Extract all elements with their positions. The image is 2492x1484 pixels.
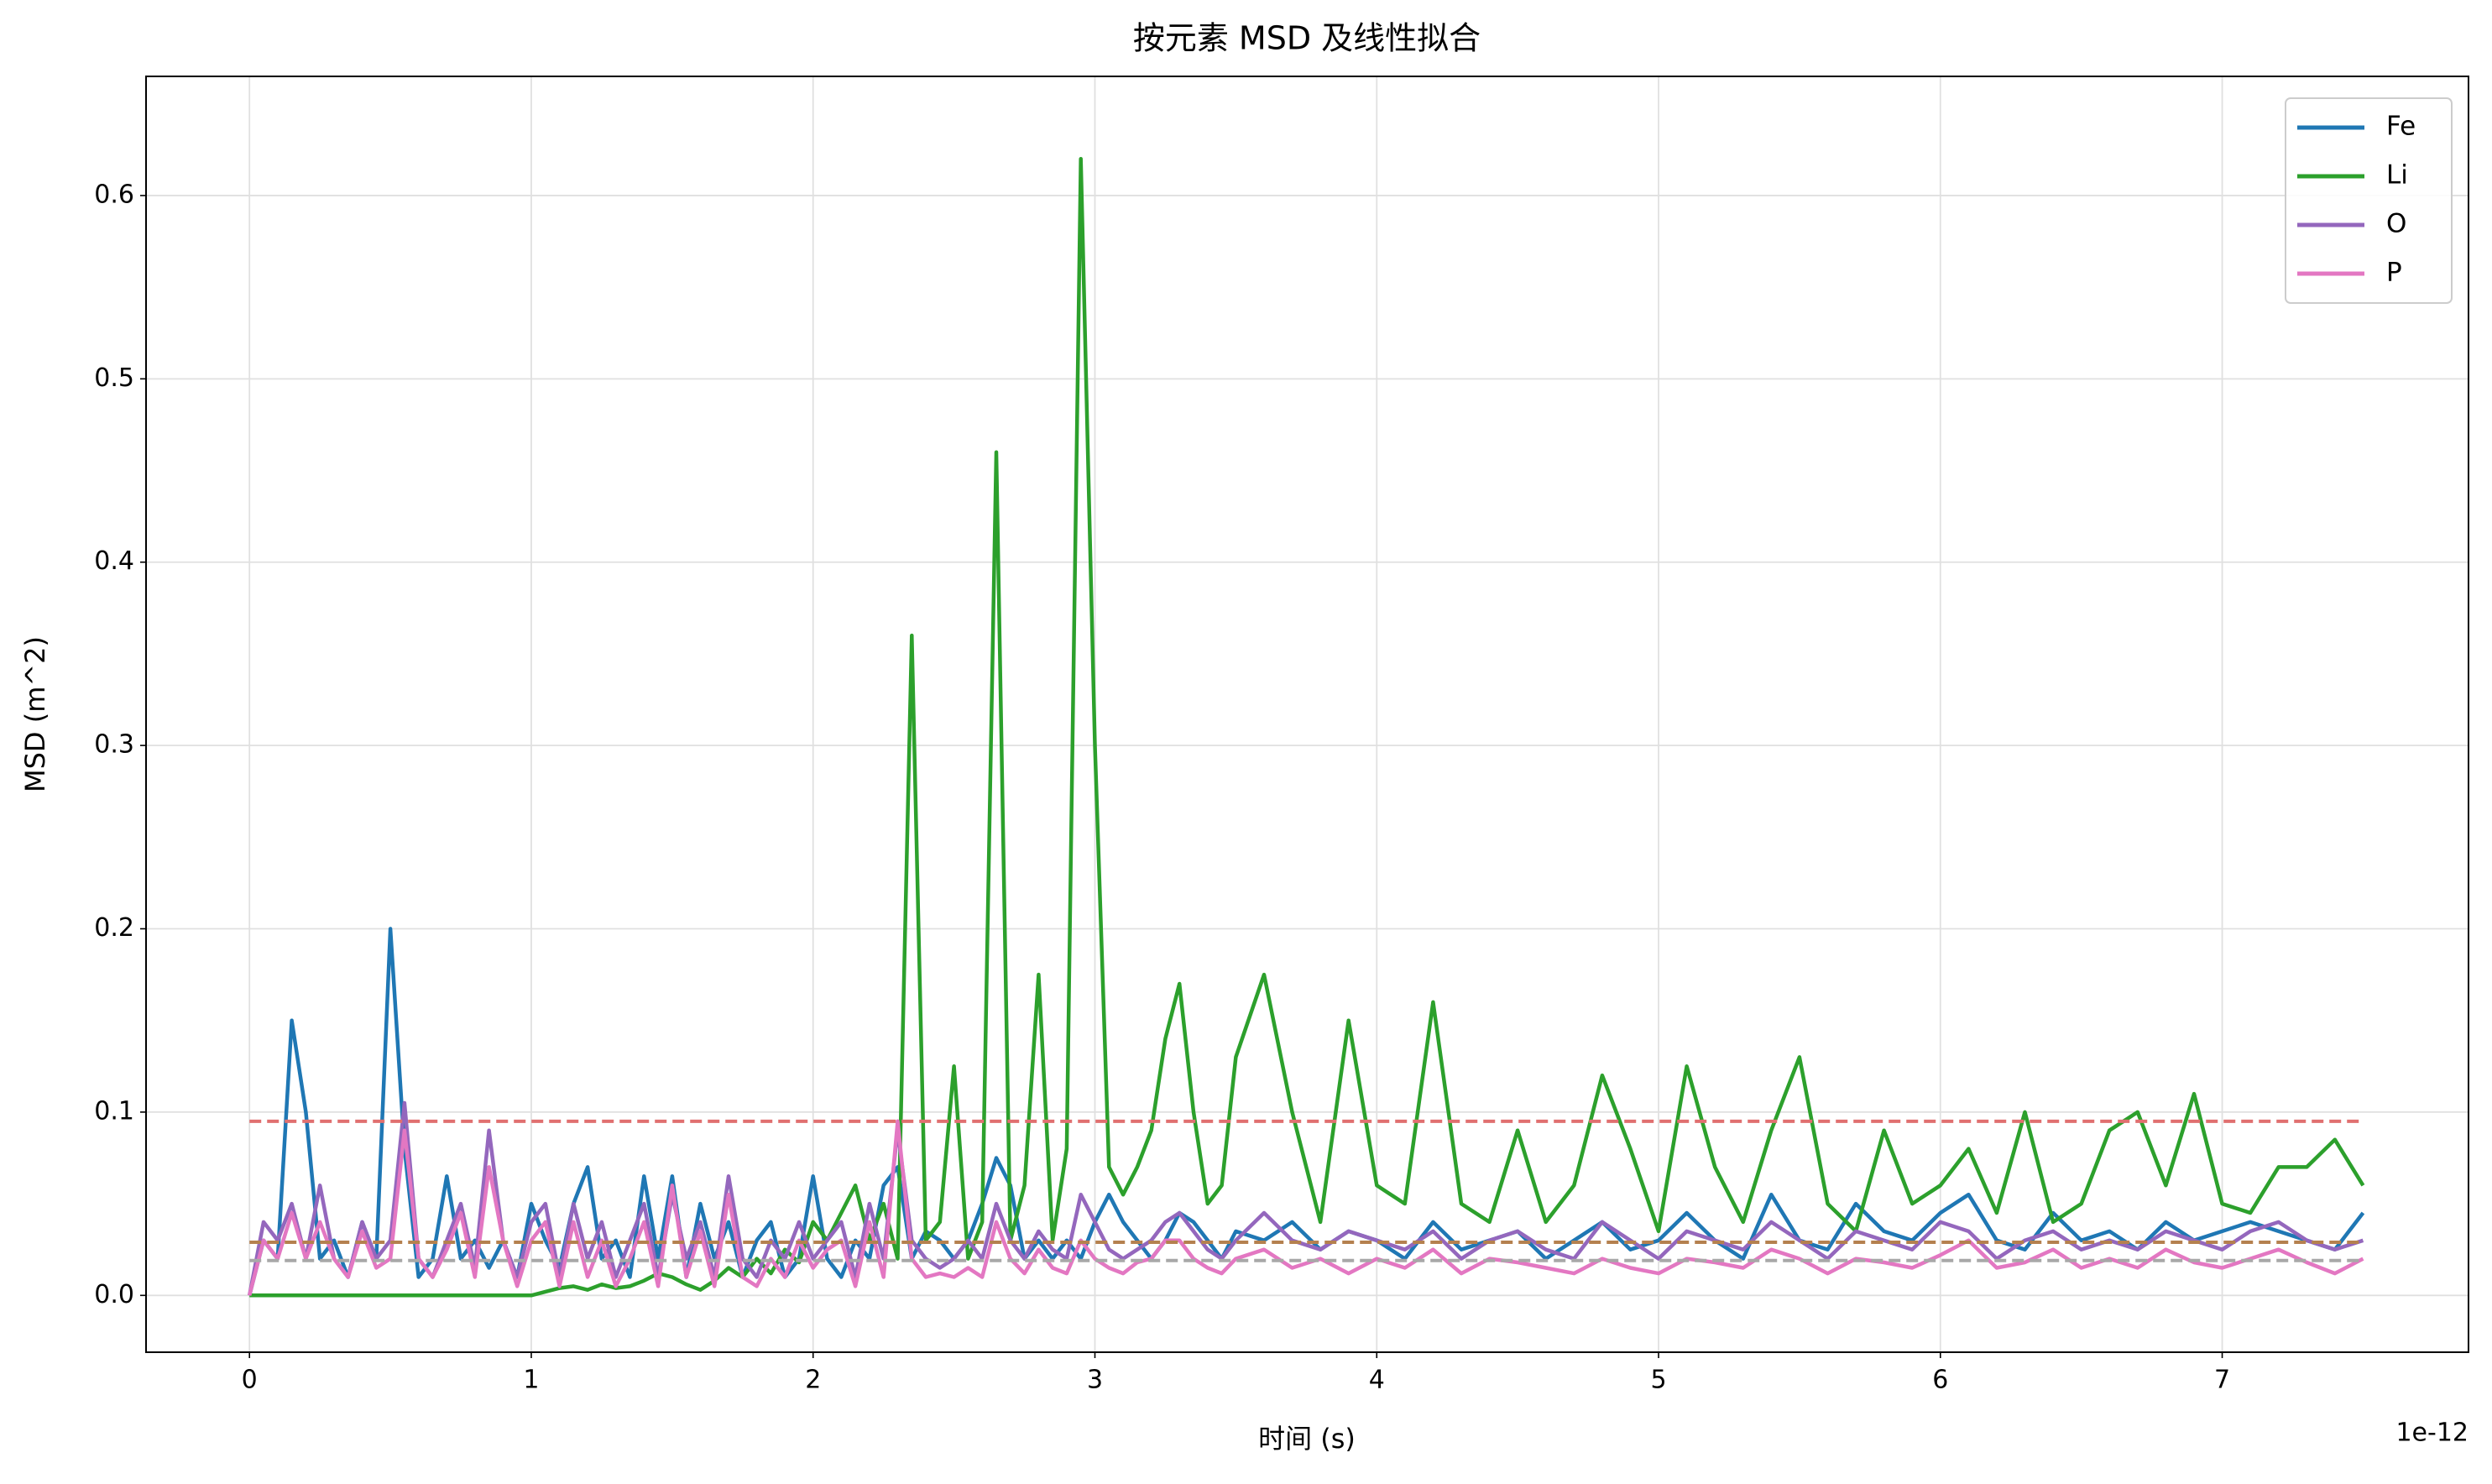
legend-label: O [2386, 209, 2406, 239]
y-tick-label: 0.4 [94, 546, 134, 576]
y-tick-label: 0.5 [94, 363, 134, 393]
y-tick-label: 0.1 [94, 1096, 134, 1126]
legend: Fe Li OP [2285, 97, 2453, 304]
x-tick-label: 5 [1650, 1366, 1666, 1395]
chart-title: 按元素 MSD 及线性拟合 [1133, 20, 1481, 57]
y-tick-label: 0.3 [94, 730, 134, 760]
x-tick-label: 7 [2214, 1366, 2230, 1395]
series-line [249, 157, 2365, 1298]
x-tick-label: 2 [805, 1366, 821, 1395]
legend-label: P [2386, 258, 2402, 288]
y-axis-label: MSD (m^2) [19, 636, 51, 792]
x-tick-label: 3 [1087, 1366, 1103, 1395]
y-tick-label: 0.0 [94, 1280, 134, 1309]
series-line [248, 1119, 2364, 1296]
plot-frame [145, 76, 2469, 1353]
legend-box [2285, 97, 2453, 304]
x-tick-label: 6 [1932, 1366, 1948, 1395]
y-tick-label: 0.2 [94, 913, 134, 943]
legend-label: Li [2386, 160, 2408, 191]
x-axis-label: 时间 (s) [1258, 1423, 1356, 1455]
x-tick-label: 1 [523, 1366, 539, 1395]
legend-label: Fe [2386, 112, 2416, 142]
x-tick-label: 4 [1369, 1366, 1385, 1395]
y-tick-label: 0.6 [94, 180, 134, 209]
x-offset-label: 1e-12 [2395, 1419, 2468, 1448]
x-tick-label: 0 [242, 1366, 258, 1395]
